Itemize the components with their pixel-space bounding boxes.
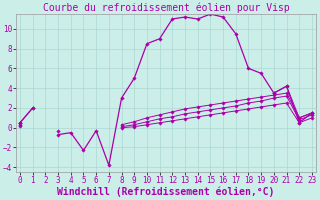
X-axis label: Windchill (Refroidissement éolien,°C): Windchill (Refroidissement éolien,°C)	[57, 187, 275, 197]
Title: Courbe du refroidissement éolien pour Visp: Courbe du refroidissement éolien pour Vi…	[43, 3, 289, 13]
